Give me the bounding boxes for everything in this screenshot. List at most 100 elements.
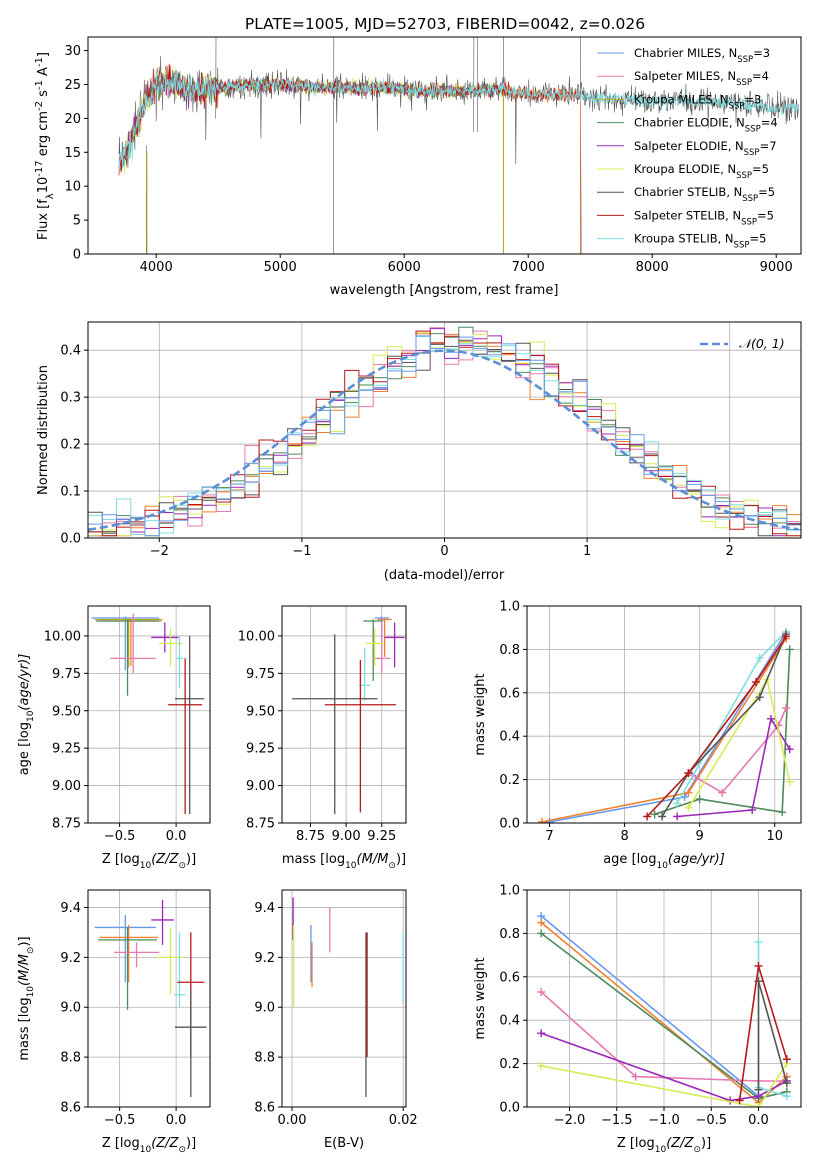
series-marker	[751, 677, 760, 686]
x-axis-label: E(B-V)	[324, 1136, 364, 1151]
legend-entry: Kroupa STELIB, NSSP=5	[634, 232, 766, 251]
x-tick-label: −1.5	[601, 1113, 633, 1128]
series-marker	[537, 987, 546, 996]
x-tick-label: 9.25	[367, 829, 396, 844]
y-tick-label: 8.75	[246, 817, 275, 832]
label-span: Kroupa STELIB, N	[634, 232, 734, 246]
series-line-7	[661, 633, 787, 817]
label-span: =3	[753, 46, 770, 60]
label-span: ⊙	[178, 1145, 186, 1155]
series-marker	[785, 777, 794, 786]
label-span: age [log	[17, 722, 32, 775]
label-span: (M/M	[17, 954, 32, 986]
label-span: )]	[17, 936, 32, 946]
label-span: ⊙	[693, 1145, 701, 1155]
y-tick-label: 25	[64, 78, 81, 93]
y-tick-label: 0.3	[60, 391, 81, 406]
label-span: Z [log	[102, 852, 140, 867]
legend-entry: Salpeter STELIB, NSSP=5	[634, 208, 774, 227]
label-span: Z [log	[617, 1136, 655, 1151]
series-line-8	[646, 635, 787, 818]
series-line-0	[549, 631, 787, 823]
series-marker	[684, 788, 693, 797]
y-tick-label: 10.00	[238, 629, 275, 644]
series-marker	[748, 805, 757, 814]
legend-entry: Chabrier ELODIE, NSSP=4	[634, 116, 778, 135]
label-span: 10	[140, 1145, 152, 1155]
series-marker	[673, 799, 682, 808]
y-tick-label: 0.6	[499, 686, 520, 701]
x-tick-label: 8.75	[296, 829, 325, 844]
label-span: (age/yr)]	[17, 654, 32, 711]
series-marker	[538, 817, 547, 823]
x-tick-label: 0.0	[748, 1113, 769, 1128]
series-marker	[684, 769, 693, 778]
label-span: )]	[701, 1136, 711, 1151]
y-tick-label: 0.8	[499, 927, 520, 942]
legend-entry: Kroupa MILES, NSSP=3	[634, 92, 761, 111]
series-line-4	[540, 1032, 788, 1102]
y-tick-label: 0.0	[60, 532, 81, 547]
x-tick-label: 0.00	[278, 1113, 307, 1128]
label-span: SSP	[744, 148, 760, 158]
label-span: 10	[140, 861, 152, 871]
x-tick-label: 10	[766, 829, 783, 844]
x-axis-label: wavelength [Angstrom, rest frame]	[330, 283, 559, 298]
label-span: λ	[45, 193, 56, 199]
plot-area	[538, 628, 794, 823]
x-tick-label: −0.5	[104, 829, 136, 844]
y-tick-label: 8.6	[60, 1101, 81, 1116]
axes-frame	[281, 889, 407, 1108]
model-spectrum-5	[118, 68, 799, 171]
label-span: Salpeter ELODIE, N	[634, 139, 744, 153]
label-span: )]	[396, 852, 406, 867]
mass-vs-ebv-panel: 0.00 0.02 8.6 8.8 9.0 9.2 9.4 E(B-V)	[254, 889, 418, 1151]
label-span: Salpeter MILES, N	[634, 69, 736, 83]
histogram-5	[88, 339, 801, 537]
y-tick-label: 9.75	[246, 667, 275, 682]
label-span: erg cm	[36, 111, 51, 160]
x-tick-label: 5000	[264, 260, 297, 275]
label-span: s	[36, 90, 51, 101]
x-tick-label: 6000	[388, 260, 421, 275]
series-marker	[650, 810, 659, 819]
series-marker	[781, 632, 790, 641]
label-span: A	[36, 67, 51, 80]
x-tick-label: 9.00	[332, 829, 361, 844]
x-tick-label: 0	[440, 544, 448, 559]
series-line-5	[541, 1063, 788, 1107]
y-tick-label: 9.4	[254, 901, 275, 916]
x-axis-label: mass [log10(M/M⊙)]	[282, 852, 406, 871]
model-spectrum-4	[118, 63, 581, 176]
legend-entry: Chabrier STELIB, NSSP=5	[634, 185, 775, 204]
label-span: SSP	[736, 171, 752, 181]
y-tick-label: 8.75	[52, 817, 81, 832]
series-marker	[537, 929, 546, 938]
label-span: SSP	[745, 125, 761, 135]
y-axis-label: age [log10(age/yr)]	[17, 654, 36, 776]
y-axis-label: mass [log10(M/M⊙)]	[17, 936, 36, 1060]
x-tick-label: 2	[726, 544, 734, 559]
x-tick-label: −0.5	[695, 1113, 727, 1128]
label-span: =3	[744, 92, 761, 106]
series-marker	[782, 1079, 791, 1088]
plot-area	[291, 616, 405, 815]
legend-entry: Salpeter MILES, NSSP=4	[634, 69, 769, 88]
x-axis-label: Z [log10(Z/Z⊙)]	[617, 1136, 711, 1155]
legend-entry: Chabrier MILES, NSSP=3	[634, 46, 770, 65]
label-span: ]	[36, 52, 51, 57]
x-tick-label: 7000	[512, 260, 545, 275]
label-span: SSP	[737, 55, 753, 65]
y-tick-label: 10	[64, 180, 81, 195]
y-axis-label: mass weight	[473, 957, 488, 1039]
plot-area	[537, 912, 791, 1107]
series-marker	[782, 1092, 791, 1101]
label-span: SSP	[729, 101, 745, 111]
label-span: =5	[757, 208, 774, 222]
label-span: 10	[36, 177, 51, 194]
x-axis-label: age [log10(age/yr)]	[603, 852, 725, 871]
x-tick-label: 1	[583, 544, 591, 559]
y-tick-label: 5	[73, 214, 81, 229]
label-span: SSP	[742, 194, 758, 204]
label-span: =5	[749, 232, 766, 246]
